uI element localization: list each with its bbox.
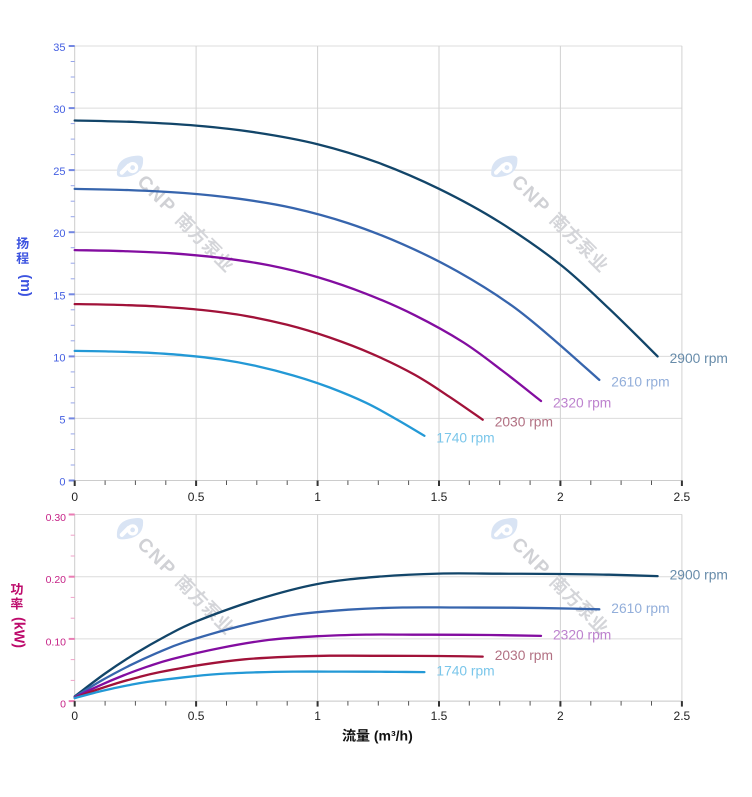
svg-text:1.5: 1.5 [431, 490, 448, 504]
svg-text:0.20: 0.20 [46, 574, 67, 586]
svg-text:2610 rpm: 2610 rpm [611, 375, 669, 390]
svg-text:2320 rpm: 2320 rpm [553, 396, 611, 411]
svg-text:25: 25 [53, 166, 65, 178]
svg-text:1: 1 [314, 490, 321, 504]
svg-text:0.5: 0.5 [188, 709, 205, 723]
svg-text:15: 15 [53, 290, 65, 302]
svg-text:1: 1 [314, 709, 321, 723]
svg-text:1740 rpm: 1740 rpm [436, 664, 494, 679]
svg-text:0.30: 0.30 [46, 512, 67, 524]
svg-text:(m³/h): (m³/h) [374, 728, 413, 744]
svg-text:2320 rpm: 2320 rpm [553, 627, 611, 642]
svg-text:0: 0 [59, 477, 65, 489]
svg-text:30: 30 [53, 104, 65, 116]
svg-text:0: 0 [71, 490, 78, 504]
svg-text:5: 5 [59, 414, 65, 426]
svg-text:2030 rpm: 2030 rpm [495, 414, 553, 429]
svg-text:2030 rpm: 2030 rpm [495, 648, 553, 663]
svg-text:1740 rpm: 1740 rpm [436, 431, 494, 446]
svg-text:(kW): (kW) [10, 617, 26, 648]
svg-text:2: 2 [557, 490, 564, 504]
svg-text:2.5: 2.5 [674, 490, 691, 504]
svg-text:0.5: 0.5 [188, 490, 205, 504]
svg-text:2: 2 [557, 709, 564, 723]
svg-text:2610 rpm: 2610 rpm [611, 601, 669, 616]
svg-text:(m): (m) [17, 274, 33, 296]
svg-text:0: 0 [60, 699, 66, 711]
svg-text:1.5: 1.5 [431, 709, 448, 723]
svg-text:0.10: 0.10 [46, 636, 67, 648]
svg-text:2.5: 2.5 [674, 709, 691, 723]
svg-text:20: 20 [53, 228, 65, 240]
svg-text:0: 0 [71, 709, 78, 723]
svg-text:35: 35 [53, 42, 65, 54]
svg-text:2900 rpm: 2900 rpm [670, 568, 728, 583]
svg-text:10: 10 [53, 352, 65, 364]
svg-text:2900 rpm: 2900 rpm [670, 351, 728, 366]
